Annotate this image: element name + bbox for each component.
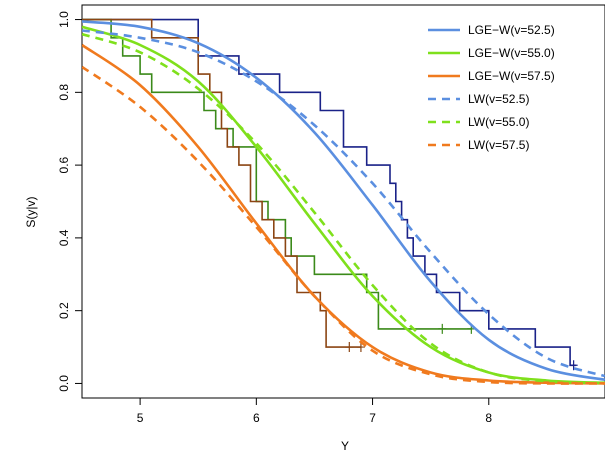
x-axis-label: Y xyxy=(341,439,349,453)
y-tick-label: 0.0 xyxy=(57,375,71,392)
km-step-line xyxy=(82,18,361,348)
lw-fit-line xyxy=(82,65,605,385)
lw-fit-line xyxy=(82,32,605,385)
censor-mark xyxy=(438,323,447,334)
axes: 5 6 7 8 0.0 0.2 0.4 0.6 0.8 1.0 xyxy=(57,4,605,425)
x-tick-label: 5 xyxy=(137,411,144,425)
x-tick-label: 7 xyxy=(369,411,376,425)
x-tick-label: 8 xyxy=(485,411,492,425)
censor-mark xyxy=(569,360,578,371)
y-axis-label: S(y|v) xyxy=(24,196,38,227)
legend-label: LGE−W(v=52.5) xyxy=(468,23,555,37)
legend-label: LGE−W(v=55.0) xyxy=(468,46,555,60)
y-tick-label: 0.4 xyxy=(57,229,71,246)
plot-frame xyxy=(81,4,605,399)
y-tick-label: 1.0 xyxy=(57,11,71,28)
y-tick-label: 0.2 xyxy=(57,302,71,319)
censor-mark xyxy=(345,342,354,353)
legend-label: LW(v=57.5) xyxy=(468,138,529,152)
x-tick-label: 6 xyxy=(253,411,260,425)
legend: LGE−W(v=52.5) LGE−W(v=55.0) LGE−W(v=57.5) L… xyxy=(428,23,555,152)
km-step-line xyxy=(82,18,576,367)
legend-label: LW(v=52.5) xyxy=(468,92,529,106)
legend-label: LW(v=55.0) xyxy=(468,115,529,129)
lge-w-fit-line xyxy=(82,20,605,382)
fitted-curves xyxy=(82,20,605,385)
legend-label: LGE−W(v=57.5) xyxy=(468,69,555,83)
lw-fit-line xyxy=(82,29,605,378)
censor-mark xyxy=(356,342,365,353)
y-tick-label: 0.8 xyxy=(57,84,71,101)
y-tick-label: 0.6 xyxy=(57,156,71,173)
